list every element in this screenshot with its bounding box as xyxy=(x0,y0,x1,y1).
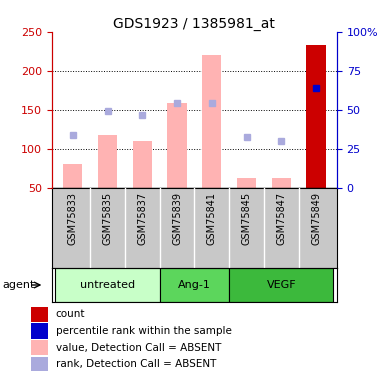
Bar xyxy=(133,141,152,188)
Bar xyxy=(272,178,291,188)
Text: GSM75833: GSM75833 xyxy=(68,192,78,244)
Bar xyxy=(31,323,48,339)
Text: agent: agent xyxy=(2,280,34,290)
Text: count: count xyxy=(56,309,85,320)
Bar xyxy=(55,268,160,302)
Text: GSM75835: GSM75835 xyxy=(102,192,112,244)
Bar xyxy=(31,307,48,322)
Bar xyxy=(229,268,333,302)
Text: GSM75845: GSM75845 xyxy=(241,192,251,244)
Text: Ang-1: Ang-1 xyxy=(178,280,211,290)
Text: VEGF: VEGF xyxy=(266,280,296,290)
Text: GSM75849: GSM75849 xyxy=(311,192,321,244)
Bar xyxy=(31,340,48,355)
Bar xyxy=(98,135,117,188)
Text: value, Detection Call = ABSENT: value, Detection Call = ABSENT xyxy=(56,343,221,352)
Bar xyxy=(237,178,256,188)
Text: GSM75847: GSM75847 xyxy=(276,192,286,244)
Bar xyxy=(160,268,229,302)
Title: GDS1923 / 1385981_at: GDS1923 / 1385981_at xyxy=(114,17,275,31)
Bar xyxy=(63,164,82,188)
Text: GSM75837: GSM75837 xyxy=(137,192,147,244)
Text: rank, Detection Call = ABSENT: rank, Detection Call = ABSENT xyxy=(56,359,216,369)
Bar xyxy=(306,45,326,188)
Text: GSM75841: GSM75841 xyxy=(207,192,217,244)
Bar xyxy=(167,104,187,188)
Text: GSM75839: GSM75839 xyxy=(172,192,182,244)
Text: untreated: untreated xyxy=(80,280,135,290)
Bar xyxy=(31,357,48,372)
Bar xyxy=(202,55,221,188)
Text: percentile rank within the sample: percentile rank within the sample xyxy=(56,326,232,336)
